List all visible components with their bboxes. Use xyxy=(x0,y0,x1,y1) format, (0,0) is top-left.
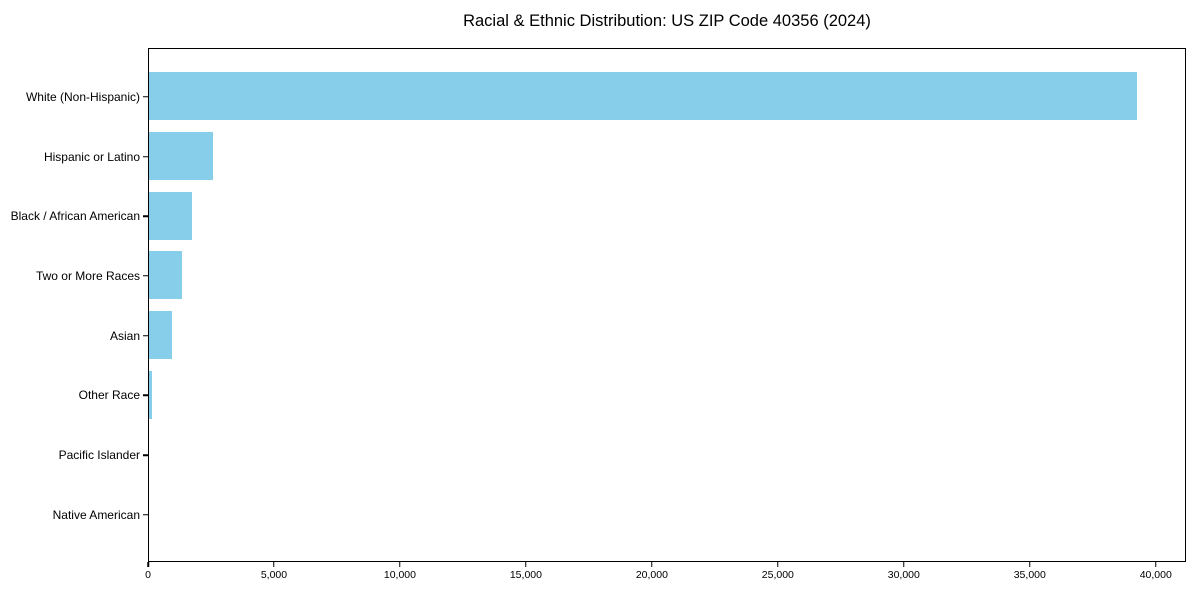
bar-black-african-american xyxy=(149,191,192,240)
x-tick-label-5000: 5,000 xyxy=(260,569,288,581)
x-tick-mark xyxy=(273,562,275,567)
x-tick-label-20000: 20,000 xyxy=(635,569,668,581)
y-tick-mark xyxy=(143,514,148,516)
bar-two-or-more-races xyxy=(149,251,182,300)
bar-other-race xyxy=(149,370,153,419)
x-tick-label-35000: 35,000 xyxy=(1013,569,1046,581)
y-tick-label-white-non-hispanic: White (Non-Hispanic) xyxy=(25,89,140,104)
x-tick-label-25000: 25,000 xyxy=(761,569,794,581)
y-tick-label-hispanic-or-latino: Hispanic or Latino xyxy=(43,149,140,164)
bar-hispanic-or-latino xyxy=(149,131,214,180)
x-tick-mark xyxy=(147,562,149,567)
bar-asian xyxy=(149,311,172,360)
y-tick-label-native-american: Native American xyxy=(52,507,140,522)
y-tick-mark xyxy=(143,454,148,456)
y-tick-mark xyxy=(143,334,148,337)
y-tick-label-black-african-american: Black / African American xyxy=(10,209,140,224)
x-tick-mark xyxy=(399,562,401,567)
x-tick-label-10000: 10,000 xyxy=(383,569,416,581)
y-tick-label-two-or-more-races: Two or More Races xyxy=(35,268,140,283)
y-tick-mark xyxy=(143,155,148,158)
y-tick-label-pacific-islander: Pacific Islander xyxy=(58,448,140,463)
x-tick-mark xyxy=(903,562,905,567)
x-tick-mark xyxy=(1155,562,1157,567)
x-tick-label-0: 0 xyxy=(145,569,151,581)
y-tick-label-asian: Asian xyxy=(109,328,140,343)
y-tick-mark xyxy=(143,394,148,397)
x-tick-label-15000: 15,000 xyxy=(509,569,542,581)
bar-white-non-hispanic xyxy=(149,72,1137,121)
y-tick-mark xyxy=(143,96,148,98)
x-tick-mark xyxy=(777,562,779,567)
chart-title: Racial & Ethnic Distribution: US ZIP Cod… xyxy=(463,12,871,30)
y-tick-label-other-race: Other Race xyxy=(78,388,140,403)
plot-area xyxy=(148,48,1186,562)
x-tick-label-40000: 40,000 xyxy=(1139,569,1172,581)
y-tick-mark xyxy=(143,275,148,277)
y-tick-mark xyxy=(143,215,148,217)
x-tick-mark xyxy=(1029,562,1031,567)
x-tick-label-30000: 30,000 xyxy=(887,569,920,581)
x-tick-mark xyxy=(651,562,653,567)
x-tick-mark xyxy=(525,562,527,567)
